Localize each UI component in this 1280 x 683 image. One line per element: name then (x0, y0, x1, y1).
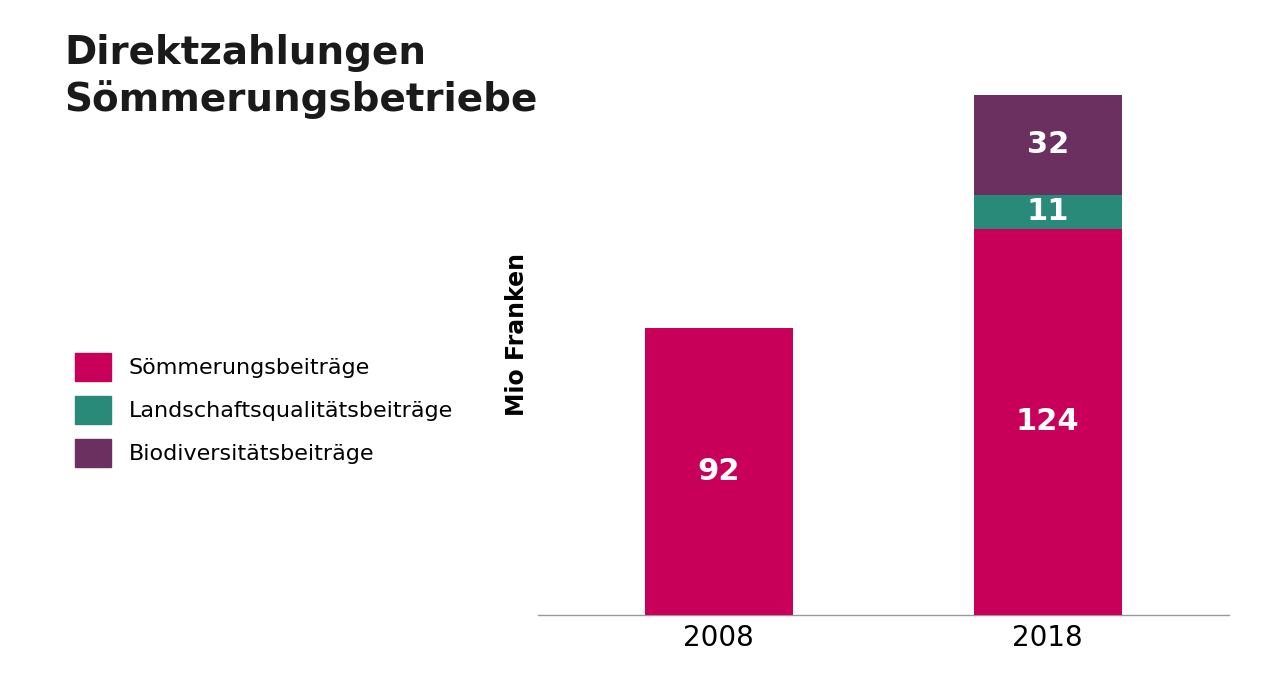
Text: Direktzahlungen
Sömmerungsbetriebe: Direktzahlungen Sömmerungsbetriebe (64, 34, 538, 119)
Bar (974, 229, 1121, 615)
Text: 124: 124 (1016, 407, 1079, 436)
Legend: Sömmerungsbeiträge, Landschaftsqualitätsbeiträge, Biodiversitätsbeiträge: Sömmerungsbeiträge, Landschaftsqualitäts… (76, 352, 453, 467)
Bar (645, 329, 792, 615)
Text: 32: 32 (1027, 130, 1069, 159)
Bar (974, 95, 1121, 195)
Text: 11: 11 (1027, 197, 1069, 226)
Y-axis label: Mio Franken: Mio Franken (506, 253, 529, 416)
Text: 92: 92 (698, 457, 740, 486)
Bar (974, 195, 1121, 229)
